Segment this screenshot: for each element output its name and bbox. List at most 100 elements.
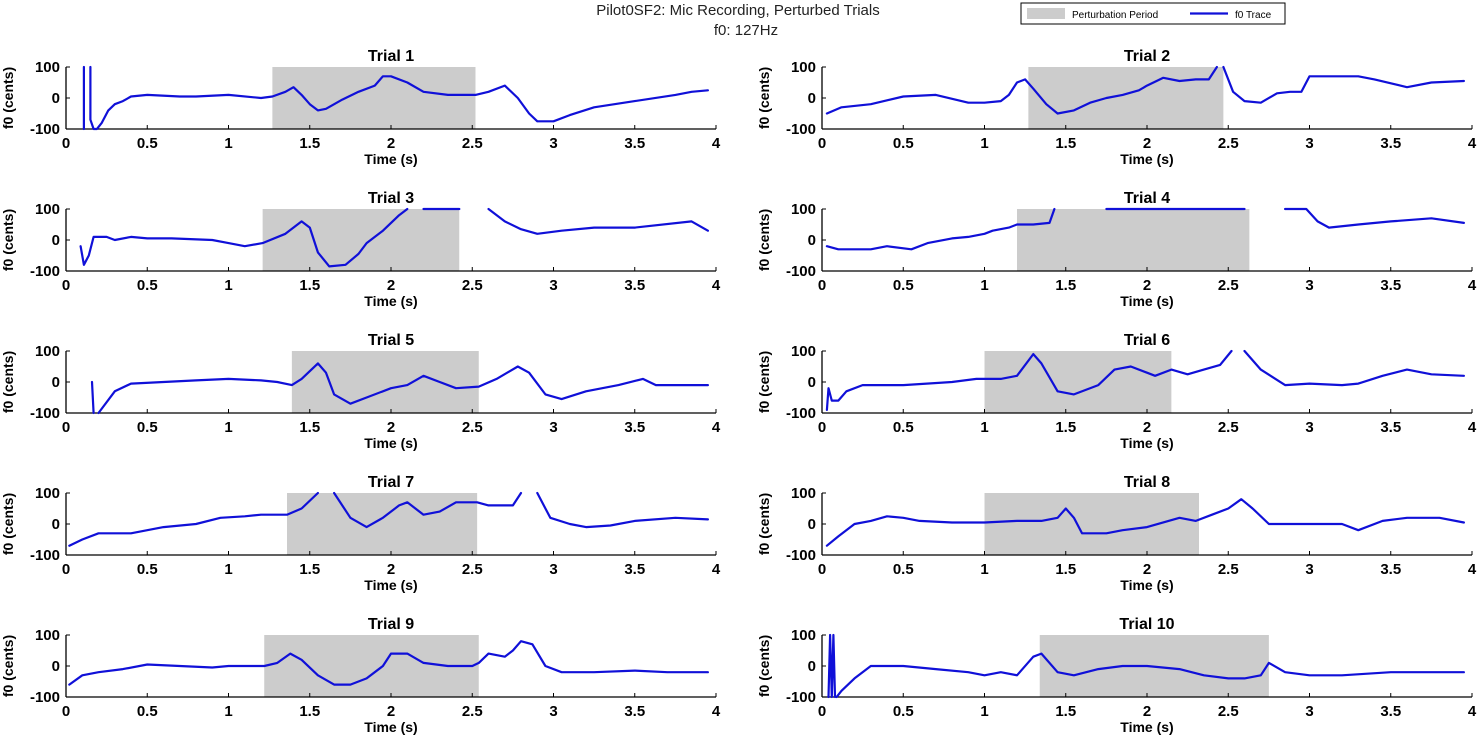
x-tick-label: 1.5 — [299, 561, 320, 578]
x-tick-label: 0 — [62, 419, 70, 436]
perturbation-band — [262, 209, 460, 271]
f0-trace-segment — [1222, 65, 1466, 104]
x-tick-label: 3.5 — [1380, 135, 1401, 152]
legend-label-f0: f0 Trace — [1235, 10, 1272, 21]
x-tick-label: 0.5 — [137, 703, 158, 720]
legend-label-perturbation: Perturbation Period — [1072, 10, 1158, 21]
x-tick-label: 0.5 — [893, 277, 914, 294]
y-tick-label: 0 — [52, 232, 60, 249]
f0-trace-segment — [79, 207, 409, 268]
x-tick-label: 2.5 — [1218, 277, 1239, 294]
y-tick-label: 100 — [791, 343, 816, 360]
x-tick-label: 4 — [712, 277, 721, 294]
y-tick-label: 0 — [808, 90, 816, 107]
y-tick-label: -100 — [30, 121, 60, 138]
x-tick-label: 0 — [818, 561, 826, 578]
f0-trace-segment — [1283, 207, 1466, 229]
panel-title: Trial 8 — [1124, 474, 1170, 491]
y-axis-label: f0 (cents) — [756, 209, 772, 271]
y-axis-label: f0 (cents) — [0, 635, 16, 697]
y-axis-label: f0 (cents) — [0, 493, 16, 555]
f0-trace-segment — [825, 65, 1219, 115]
x-axis-label: Time (s) — [1120, 151, 1173, 167]
f0-trace-segment — [487, 207, 710, 235]
y-tick-label: 100 — [791, 627, 816, 644]
f0-trace-segment — [827, 633, 837, 699]
perturbation-band — [984, 493, 1199, 555]
f0-trace-segment — [333, 491, 523, 529]
x-tick-label: 3 — [549, 277, 557, 294]
x-tick-label: 4 — [1468, 561, 1477, 578]
x-tick-label: 3 — [1305, 419, 1313, 436]
y-tick-label: 0 — [808, 232, 816, 249]
x-tick-label: 2.5 — [1218, 419, 1239, 436]
x-tick-label: 0 — [818, 277, 826, 294]
y-tick-label: 100 — [35, 343, 60, 360]
x-tick-label: 2 — [387, 561, 395, 578]
perturbation-band — [272, 67, 476, 129]
x-tick-label: 3 — [549, 419, 557, 436]
panel-title: Trial 4 — [1124, 190, 1170, 207]
perturbation-band — [1017, 209, 1250, 271]
x-tick-label: 1.5 — [1055, 703, 1076, 720]
x-tick-label: 0.5 — [137, 277, 158, 294]
y-tick-label: 0 — [52, 516, 60, 533]
x-tick-label: 0.5 — [137, 135, 158, 152]
x-tick-label: 4 — [712, 703, 721, 720]
x-tick-label: 4 — [712, 135, 721, 152]
x-axis-label: Time (s) — [364, 435, 417, 451]
y-axis-label: f0 (cents) — [0, 67, 16, 129]
x-tick-label: 4 — [1468, 277, 1477, 294]
x-tick-label: 4 — [712, 419, 721, 436]
x-tick-label: 3 — [549, 703, 557, 720]
x-tick-label: 1.5 — [1055, 277, 1076, 294]
x-tick-label: 0.5 — [893, 703, 914, 720]
x-tick-label: 1 — [980, 277, 988, 294]
x-tick-label: 1 — [224, 277, 232, 294]
y-tick-label: -100 — [786, 405, 816, 422]
x-tick-label: 1 — [224, 561, 232, 578]
x-tick-label: 2.5 — [462, 135, 483, 152]
x-tick-label: 2.5 — [462, 561, 483, 578]
x-axis-label: Time (s) — [364, 719, 417, 735]
x-tick-label: 0 — [818, 135, 826, 152]
x-tick-label: 3.5 — [624, 703, 645, 720]
x-tick-label: 2 — [1143, 703, 1151, 720]
y-tick-label: 0 — [52, 374, 60, 391]
x-tick-label: 0 — [818, 419, 826, 436]
x-tick-label: 4 — [1468, 419, 1477, 436]
x-tick-label: 4 — [1468, 703, 1477, 720]
x-tick-label: 2 — [387, 419, 395, 436]
figure-subtitle: f0: 127Hz — [714, 22, 778, 39]
legend-patch-swatch — [1027, 8, 1065, 19]
y-axis-label: f0 (cents) — [756, 635, 772, 697]
y-tick-label: 100 — [35, 201, 60, 218]
x-tick-label: 1.5 — [1055, 419, 1076, 436]
panel-title: Trial 7 — [368, 474, 414, 491]
perturbation-band — [984, 351, 1172, 413]
y-tick-label: 100 — [35, 485, 60, 502]
x-axis-label: Time (s) — [1120, 293, 1173, 309]
y-tick-label: 0 — [52, 658, 60, 675]
x-tick-label: 2 — [1143, 561, 1151, 578]
f0-trace-segment — [835, 652, 1466, 699]
x-tick-label: 0 — [62, 277, 70, 294]
x-tick-label: 3 — [1305, 277, 1313, 294]
x-tick-label: 3.5 — [1380, 561, 1401, 578]
perturbation-band — [287, 493, 478, 555]
x-tick-label: 0.5 — [137, 561, 158, 578]
x-tick-label: 0.5 — [137, 419, 158, 436]
legend-box — [1020, 2, 1286, 25]
x-tick-label: 4 — [1468, 135, 1477, 152]
x-tick-label: 1 — [980, 703, 988, 720]
f0-trace-segment — [825, 498, 1466, 547]
x-tick-label: 3 — [549, 135, 557, 152]
y-tick-label: 100 — [791, 201, 816, 218]
y-axis-label: f0 (cents) — [756, 67, 772, 129]
x-tick-label: 1 — [224, 135, 232, 152]
